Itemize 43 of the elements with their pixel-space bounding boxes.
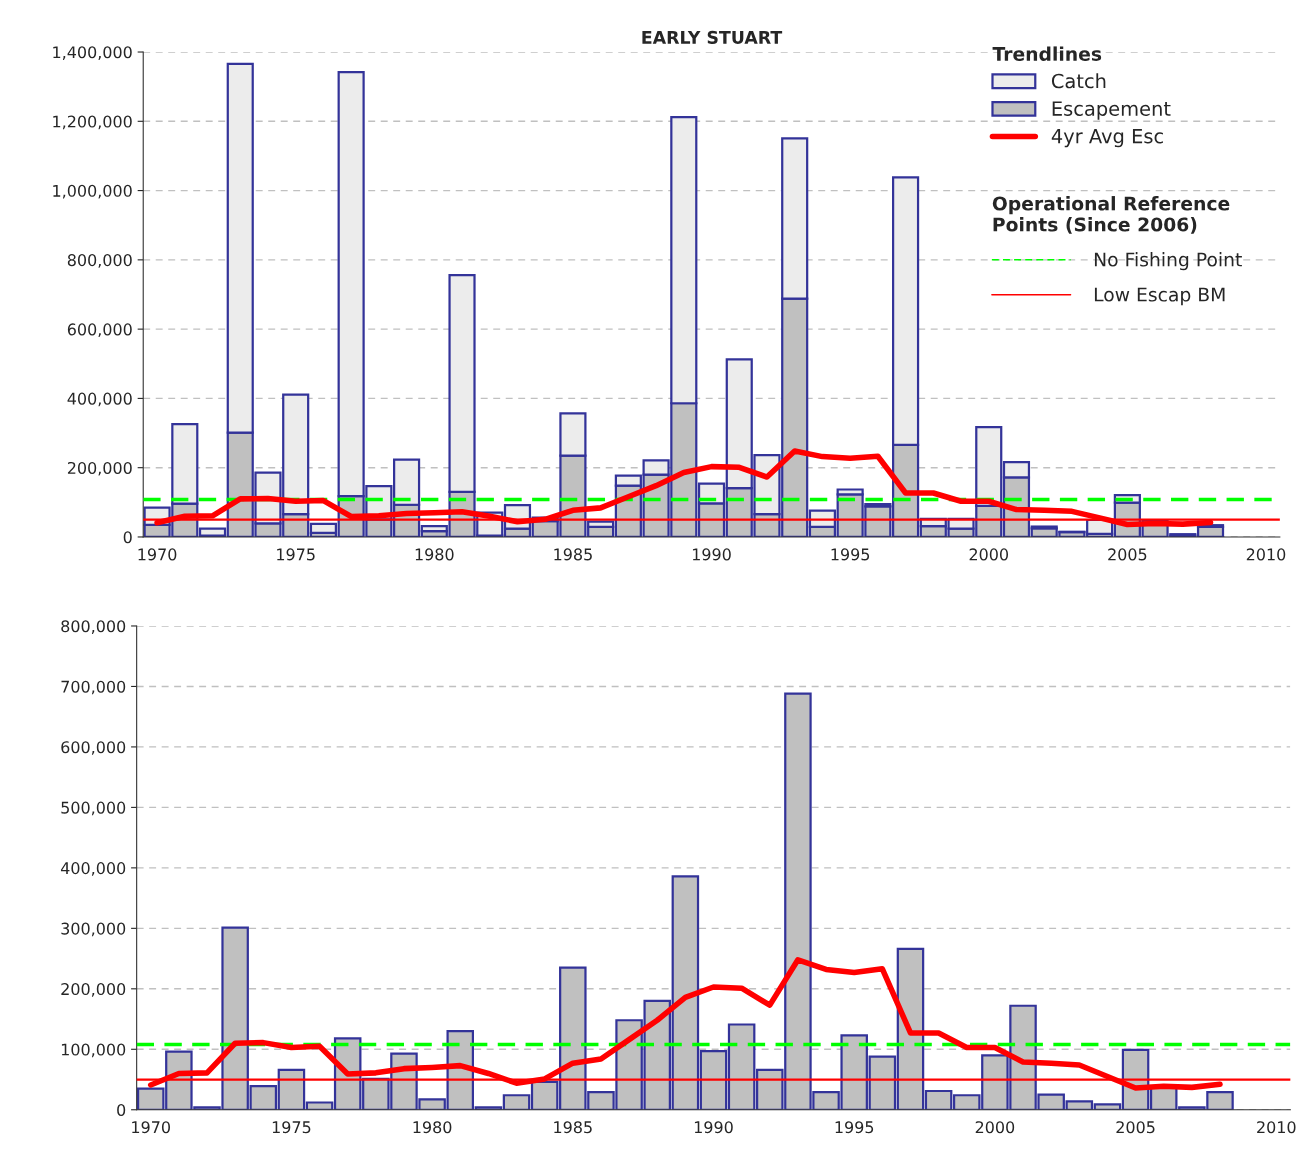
y-tick-label: 800,000 bbox=[61, 620, 126, 634]
y-tick-label: 300,000 bbox=[61, 922, 126, 937]
y-tick-label: 0 bbox=[117, 1103, 126, 1117]
x-tick-label: 1975 bbox=[272, 1121, 311, 1134]
x-tick-label: 1980 bbox=[415, 548, 454, 561]
y-tick-label: 600,000 bbox=[61, 741, 126, 755]
y-tick-label: 1,400,000 bbox=[53, 46, 132, 60]
y-tick-label: 100,000 bbox=[61, 1043, 126, 1058]
x-tick-label: 1985 bbox=[554, 1121, 592, 1134]
legend-label: Low Escap BM bbox=[1094, 287, 1225, 306]
legend-label: Catch bbox=[1051, 73, 1106, 89]
legend-label: 4yr Avg Esc bbox=[1051, 129, 1163, 148]
x-tick-label: 1975 bbox=[277, 548, 315, 561]
y-tick-label: 0 bbox=[123, 531, 132, 544]
y-tick-label: 400,000 bbox=[60, 862, 126, 876]
y-tick-label: 500,000 bbox=[61, 801, 126, 816]
chart-title: EARLY STUART bbox=[642, 30, 783, 44]
y-tick-label: 200,000 bbox=[61, 983, 126, 997]
y-tick-label: 700,000 bbox=[61, 680, 126, 695]
x-tick-label: 2005 bbox=[1116, 1121, 1155, 1134]
x-tick-label: 1970 bbox=[132, 1121, 170, 1134]
legend-title: Trendlines bbox=[992, 46, 1102, 61]
legend-label: No Fishing Point bbox=[1094, 252, 1242, 271]
x-tick-label: 2005 bbox=[1108, 548, 1147, 561]
y-tick-label: 200,000 bbox=[67, 461, 132, 476]
x-tick-label: 1990 bbox=[692, 548, 731, 561]
x-tick-label: 2000 bbox=[975, 1121, 1015, 1134]
x-tick-label: 1995 bbox=[831, 548, 870, 561]
x-tick-label: 2010 bbox=[1246, 548, 1286, 561]
x-tick-label: 1985 bbox=[554, 548, 592, 561]
annotation: Operational Reference Points (Since 2006) bbox=[992, 196, 1230, 234]
x-tick-label: 1990 bbox=[694, 1121, 733, 1134]
x-tick-label: 1980 bbox=[413, 1121, 452, 1134]
x-tick-label: 2000 bbox=[969, 548, 1009, 561]
x-tick-label: 2010 bbox=[1257, 1121, 1296, 1134]
y-tick-label: 1,200,000 bbox=[53, 115, 132, 130]
x-tick-label: 1970 bbox=[138, 548, 177, 561]
y-tick-label: 400,000 bbox=[67, 392, 132, 407]
y-tick-label: 800,000 bbox=[67, 254, 132, 268]
legend-label: Escapement bbox=[1052, 101, 1171, 120]
y-tick-label: 1,000,000 bbox=[53, 184, 132, 199]
x-tick-label: 1995 bbox=[835, 1121, 874, 1134]
y-tick-label: 600,000 bbox=[67, 323, 132, 338]
